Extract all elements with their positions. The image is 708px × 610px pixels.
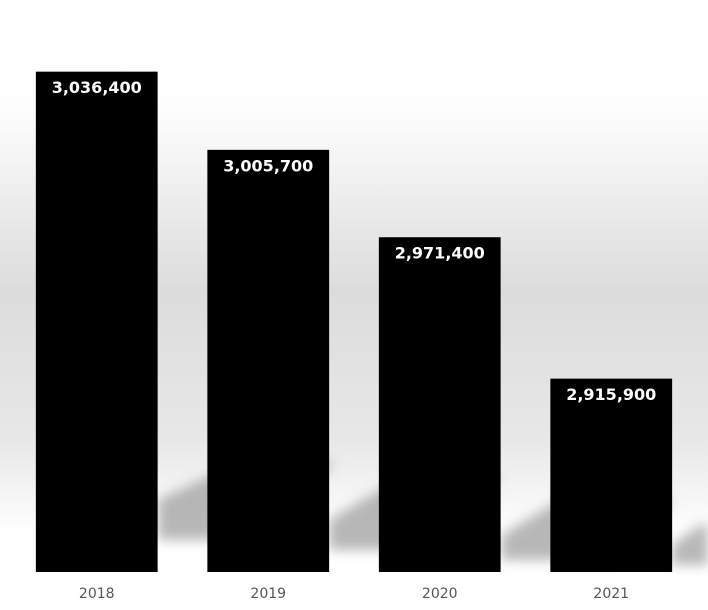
x-tick-label: 2019 [250,586,286,602]
value-label: 2,915,900 [566,385,656,404]
bar [207,149,330,572]
bar [35,71,158,573]
x-tick-label: 2020 [422,586,458,602]
x-tick-label: 2021 [593,586,629,602]
value-label: 2,971,400 [395,244,485,263]
bar [378,237,501,572]
x-tick-label: 2018 [79,586,115,602]
value-label: 3,036,400 [52,78,142,97]
value-label: 3,005,700 [223,156,313,175]
bar [550,378,673,572]
